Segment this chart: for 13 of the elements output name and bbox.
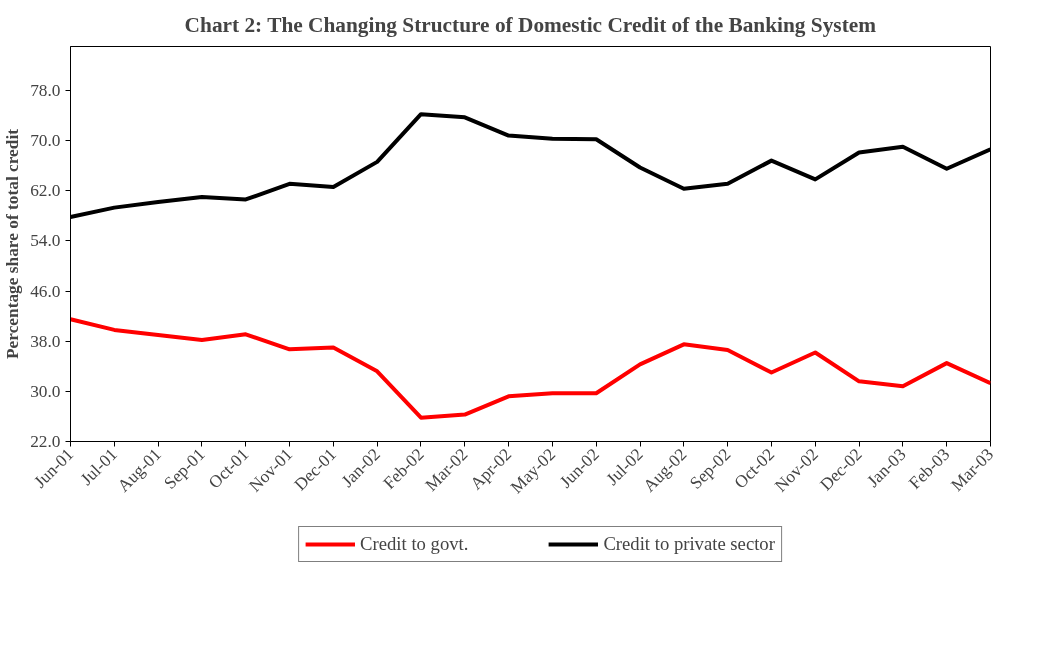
y-axis-title: Percentage share of total credit: [3, 128, 23, 359]
y-tick-label: 38.0: [30, 331, 61, 351]
legend-label: Credit to private sector: [603, 532, 775, 555]
y-tick-label: 30.0: [30, 381, 61, 401]
chart-title: Chart 2: The Changing Structure of Domestic Credit of the Banking System: [184, 12, 877, 37]
y-tick-label: 54.0: [30, 231, 61, 251]
y-tick-label: 62.0: [30, 181, 61, 201]
y-tick-label: 46.0: [30, 281, 61, 301]
line-series: [70, 317, 991, 420]
y-tick-label: 70.0: [30, 131, 61, 151]
y-tick-label: 22.0: [30, 432, 61, 451]
legend-label: Credit to govt.: [360, 532, 469, 555]
y-tick-label: 78.0: [30, 80, 61, 100]
